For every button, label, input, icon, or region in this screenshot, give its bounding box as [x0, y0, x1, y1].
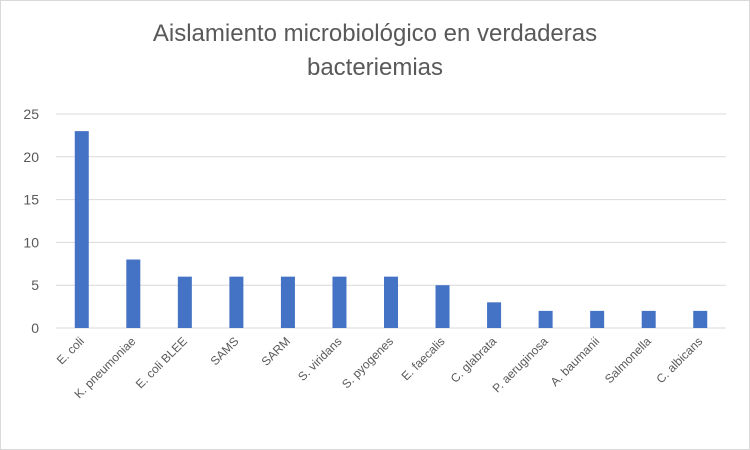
- bar-7: [384, 276, 398, 328]
- x-category-label: SARM: [259, 334, 293, 368]
- bar-1: [74, 131, 89, 328]
- x-category-label: E. coli: [54, 334, 87, 367]
- bar-10: [538, 310, 553, 328]
- bar-2: [126, 259, 141, 328]
- x-category-label: E. faecalis: [399, 334, 448, 383]
- x-category-label: Salmonella: [602, 334, 654, 386]
- x-category-label: C. glabrata: [448, 334, 500, 386]
- y-tick-label: 10: [23, 234, 39, 250]
- bar-13: [693, 310, 708, 328]
- x-category-label: E. coli BLEE: [133, 334, 190, 391]
- bar-5: [280, 276, 295, 328]
- bar-3: [177, 276, 192, 328]
- y-tick-label: 25: [23, 106, 39, 122]
- bar-11: [590, 310, 605, 328]
- x-category-label: P. aeruginosa: [490, 334, 551, 395]
- bar-12: [641, 310, 656, 328]
- x-category-label: S. pyogenes: [339, 334, 396, 391]
- chart-title-line-2: bacteriemias: [306, 54, 444, 81]
- y-tick-label: 5: [31, 277, 39, 293]
- bar-9: [487, 302, 502, 328]
- chart-title: Aislamiento microbiológico en verdaderas…: [1, 17, 749, 85]
- x-category-label: A. baumanii: [548, 334, 603, 389]
- bar-8: [435, 285, 450, 328]
- bar-4: [229, 276, 244, 328]
- y-tick-label: 0: [31, 320, 39, 336]
- bar-6: [332, 276, 347, 328]
- y-tick-label: 20: [23, 149, 39, 165]
- y-tick-label: 15: [23, 192, 39, 208]
- x-category-label: C. albicans: [653, 334, 705, 386]
- chart-title-line-1: Aislamiento microbiológico en verdaderas: [152, 20, 598, 47]
- x-category-label: S. viridans: [295, 334, 345, 384]
- x-category-label: SAMS: [208, 334, 242, 368]
